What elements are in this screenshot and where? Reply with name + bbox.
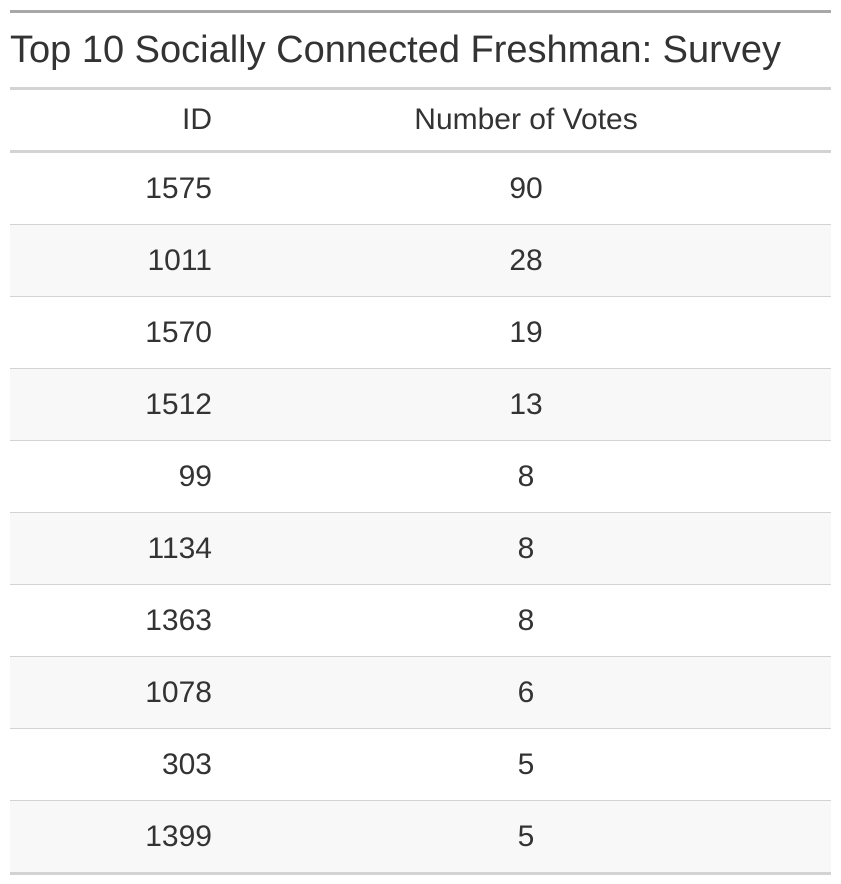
table-row: 1570 19 xyxy=(10,297,831,369)
cell-votes: 5 xyxy=(517,748,535,781)
cell-votes: 8 xyxy=(517,460,535,493)
cell-id: 99 xyxy=(178,460,212,493)
cell-id: 1363 xyxy=(145,604,212,637)
table-header-row: ID Number of Votes xyxy=(10,90,831,153)
cell-id: 1512 xyxy=(145,388,212,421)
table-row: 1512 13 xyxy=(10,369,831,441)
table-row: 1011 28 xyxy=(10,225,831,297)
column-header-id: ID xyxy=(182,103,212,136)
cell-id: 1570 xyxy=(145,316,212,349)
table-row: 99 8 xyxy=(10,441,831,513)
table-row: 1575 90 xyxy=(10,153,831,225)
cell-id: 303 xyxy=(161,748,212,781)
cell-votes: 5 xyxy=(517,820,535,853)
cell-id: 1134 xyxy=(147,532,212,565)
table-title: Top 10 Socially Connected Freshman: Surv… xyxy=(10,13,831,90)
table-row: 1363 8 xyxy=(10,585,831,657)
cell-votes: 6 xyxy=(517,676,535,709)
cell-id: 1078 xyxy=(145,676,212,709)
table-row: 1134 8 xyxy=(10,513,831,585)
cell-votes: 13 xyxy=(509,388,543,421)
cell-votes: 8 xyxy=(517,604,535,637)
cell-votes: 19 xyxy=(509,316,543,349)
table-body: 1575 90 1011 28 1570 19 1512 13 99 8 1134 8 1363 8 107… xyxy=(10,153,831,875)
cell-votes: 28 xyxy=(509,244,543,277)
cell-votes: 8 xyxy=(517,532,535,565)
cell-id: 1399 xyxy=(145,820,212,853)
table-row: 1399 5 xyxy=(10,801,831,875)
cell-id: 1575 xyxy=(145,172,212,205)
column-header-votes: Number of Votes xyxy=(414,103,638,136)
cell-id: 1011 xyxy=(147,244,212,277)
table-top-rule xyxy=(10,10,831,13)
table-row: 303 5 xyxy=(10,729,831,801)
table-row: 1078 6 xyxy=(10,657,831,729)
cell-votes: 90 xyxy=(509,172,543,205)
survey-table: Top 10 Socially Connected Freshman: Surv… xyxy=(10,10,831,875)
